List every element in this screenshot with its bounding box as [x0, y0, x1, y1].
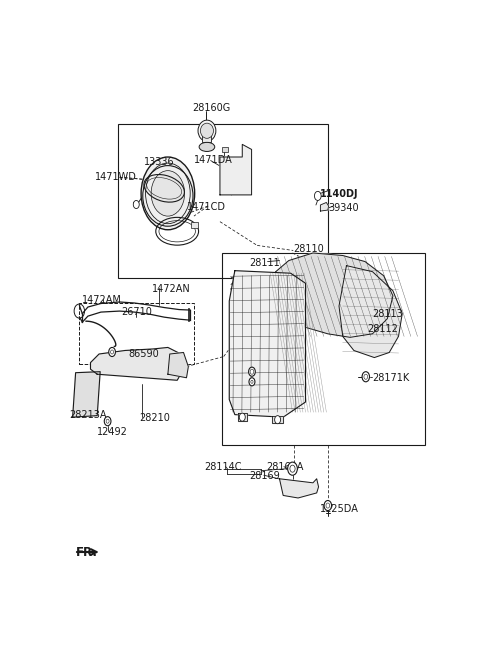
Text: 28110: 28110	[293, 245, 324, 255]
Text: 1471CD: 1471CD	[186, 202, 226, 212]
Ellipse shape	[198, 120, 216, 141]
Text: 28113: 28113	[372, 308, 403, 319]
Text: 28169: 28169	[250, 471, 280, 482]
Text: FR.: FR.	[76, 546, 97, 559]
Bar	[222, 147, 228, 152]
Circle shape	[133, 201, 139, 209]
Polygon shape	[229, 271, 305, 417]
Bar	[191, 222, 198, 228]
Text: 1472AM: 1472AM	[83, 295, 122, 305]
Circle shape	[288, 462, 297, 475]
Text: 28213A: 28213A	[70, 409, 107, 420]
Circle shape	[141, 157, 195, 230]
Polygon shape	[272, 416, 283, 423]
Text: 28114C: 28114C	[204, 462, 242, 472]
Text: 1471DA: 1471DA	[194, 155, 233, 165]
Text: 1125DA: 1125DA	[320, 504, 359, 514]
Circle shape	[249, 378, 255, 386]
Bar	[79, 304, 194, 364]
Polygon shape	[238, 413, 247, 421]
Text: 1140DJ: 1140DJ	[321, 189, 359, 199]
Circle shape	[324, 501, 332, 510]
Polygon shape	[339, 266, 402, 358]
Circle shape	[362, 372, 370, 382]
Text: 28160A: 28160A	[266, 462, 304, 472]
Circle shape	[275, 416, 281, 424]
Ellipse shape	[201, 123, 214, 138]
Text: 26710: 26710	[121, 307, 152, 317]
Circle shape	[151, 171, 185, 216]
Text: 28210: 28210	[139, 413, 170, 423]
Polygon shape	[321, 203, 329, 211]
Text: 28160G: 28160G	[192, 103, 230, 113]
Text: 13336: 13336	[144, 157, 174, 167]
Polygon shape	[220, 144, 252, 195]
Circle shape	[240, 413, 245, 421]
Text: 39340: 39340	[328, 203, 359, 213]
Text: 28161G: 28161G	[240, 376, 277, 386]
Polygon shape	[274, 253, 393, 337]
Text: 28111: 28111	[250, 258, 280, 268]
Ellipse shape	[199, 142, 215, 152]
Polygon shape	[72, 372, 100, 417]
Bar	[118, 124, 328, 278]
Text: 12492: 12492	[97, 427, 128, 438]
Text: 1471WD: 1471WD	[95, 173, 136, 182]
Polygon shape	[168, 352, 188, 378]
Bar	[222, 253, 424, 445]
Polygon shape	[279, 479, 319, 498]
Text: 86590: 86590	[129, 348, 159, 359]
Polygon shape	[91, 348, 183, 380]
Text: 28160: 28160	[241, 367, 272, 377]
Circle shape	[109, 348, 115, 357]
Text: 28174D: 28174D	[229, 277, 268, 287]
Circle shape	[314, 192, 321, 201]
Circle shape	[104, 417, 111, 426]
Bar	[203, 131, 211, 142]
Circle shape	[249, 367, 255, 377]
Text: 1472AN: 1472AN	[152, 284, 190, 294]
Text: 28112: 28112	[367, 324, 398, 334]
Text: 28171K: 28171K	[372, 373, 410, 382]
